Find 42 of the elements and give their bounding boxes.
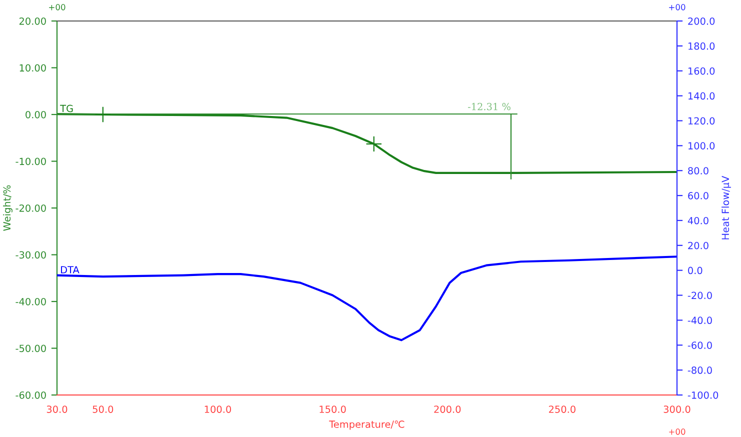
y2-tick-label: 80.0 bbox=[688, 167, 708, 174]
x-tick-label: 150.0 bbox=[320, 406, 346, 413]
y2-tick-label: 120.0 bbox=[688, 117, 715, 125]
y-tick-label: -60.00 bbox=[16, 391, 46, 399]
y2-tick-label: -60.0 bbox=[688, 342, 712, 349]
y2-axis-title: Heat Flow/μV bbox=[722, 176, 731, 240]
y2-tick-label: 20.0 bbox=[688, 242, 708, 250]
x-tick-label: 50.0 bbox=[92, 406, 114, 413]
x-tick-label: 100.0 bbox=[204, 406, 232, 413]
x-tick-label: 300.0 bbox=[664, 406, 690, 413]
y-tick-label: -20.00 bbox=[16, 204, 46, 212]
y2-tick-label: 140.0 bbox=[688, 92, 715, 100]
text: +00 bbox=[669, 4, 686, 10]
y-axis-title: Weight/% bbox=[3, 185, 12, 231]
y-tick-label: 20.00 bbox=[19, 17, 46, 25]
x-axis-title: Temperature/℃ bbox=[329, 420, 404, 430]
text: +00 bbox=[669, 428, 686, 435]
y2-tick-label: 40.0 bbox=[688, 216, 708, 224]
y2-tick-label: -40.0 bbox=[688, 316, 712, 324]
y-tick-label: 0.00 bbox=[26, 110, 46, 118]
y-tick-label: -10.00 bbox=[16, 158, 46, 166]
x-tick-label: 250.0 bbox=[548, 406, 576, 413]
y2-tick-label: 180.0 bbox=[688, 42, 715, 50]
y-tick-label: -50.00 bbox=[16, 344, 46, 352]
y2-tick-label: -100.0 bbox=[688, 391, 718, 399]
y-tick-label: -40.00 bbox=[16, 298, 46, 306]
text: +00 bbox=[49, 4, 66, 10]
y2-tick-label: 0.0 bbox=[688, 266, 702, 274]
y2-tick-label: 60.0 bbox=[688, 192, 708, 200]
series-label: TG bbox=[60, 104, 73, 112]
x-tick-label: 200.0 bbox=[434, 406, 461, 413]
x-tick-label: 30.0 bbox=[46, 406, 68, 413]
line-series bbox=[57, 256, 677, 342]
y2-tick-label: 200.0 bbox=[688, 17, 715, 25]
y-tick-label: -30.00 bbox=[16, 251, 46, 259]
y2-tick-label: 100.0 bbox=[688, 142, 715, 150]
series-label: DTA bbox=[61, 266, 80, 274]
y-tick-label: 10.00 bbox=[20, 64, 46, 72]
y2-tick-label: -80.0 bbox=[688, 366, 712, 374]
y2-tick-label: -20.0 bbox=[688, 292, 712, 300]
y2-tick-label: 160.0 bbox=[688, 67, 715, 75]
annotation: -12.31 % bbox=[468, 102, 510, 110]
